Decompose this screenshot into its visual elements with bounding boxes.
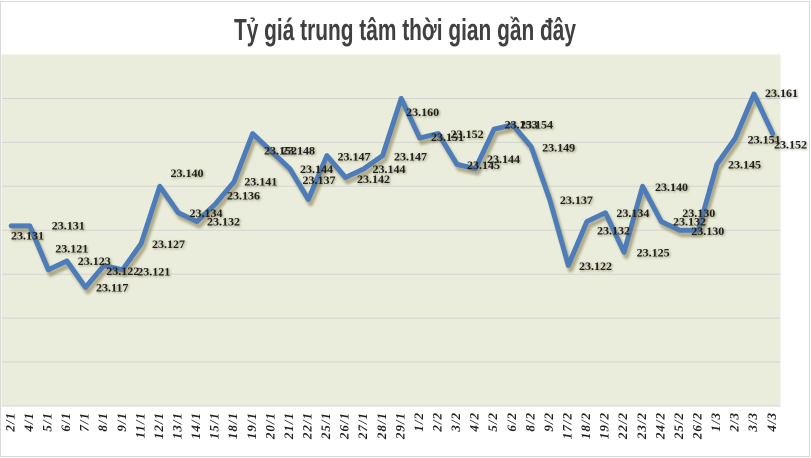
svg-text:4/2: 4/2 xyxy=(467,412,482,433)
svg-text:23.152: 23.152 xyxy=(451,127,484,141)
svg-text:3/3: 3/3 xyxy=(745,412,760,433)
svg-text:28/1: 28/1 xyxy=(374,412,389,440)
svg-text:12/1: 12/1 xyxy=(151,412,166,439)
svg-text:23.132: 23.132 xyxy=(597,224,630,238)
svg-text:23.131: 23.131 xyxy=(11,229,44,243)
svg-text:8/1: 8/1 xyxy=(95,412,110,432)
svg-text:26/2: 26/2 xyxy=(690,412,705,440)
svg-text:25/2: 25/2 xyxy=(671,412,686,440)
svg-text:7/1: 7/1 xyxy=(77,412,92,432)
svg-text:20/1: 20/1 xyxy=(262,412,277,440)
svg-text:5/1: 5/1 xyxy=(40,412,55,432)
svg-text:18/2: 18/2 xyxy=(578,412,593,439)
svg-text:25/1: 25/1 xyxy=(318,412,333,440)
svg-text:23.144: 23.144 xyxy=(373,162,406,176)
svg-text:23.151: 23.151 xyxy=(431,130,464,144)
svg-text:2/3: 2/3 xyxy=(727,412,742,433)
svg-text:23.160: 23.160 xyxy=(406,105,439,119)
svg-text:23.122: 23.122 xyxy=(106,264,139,278)
svg-text:24/2: 24/2 xyxy=(652,412,667,440)
svg-text:9/2: 9/2 xyxy=(541,412,556,432)
svg-text:11/1: 11/1 xyxy=(132,412,147,438)
svg-text:19/2: 19/2 xyxy=(597,412,612,439)
svg-text:18/1: 18/1 xyxy=(225,412,240,439)
svg-text:Tỷ giá trung tâm thời gian gần: Tỷ giá trung tâm thời gian gần đây xyxy=(234,12,577,47)
svg-text:17/2: 17/2 xyxy=(560,412,575,439)
svg-text:23.131: 23.131 xyxy=(52,218,85,232)
svg-text:22/1: 22/1 xyxy=(300,412,315,440)
svg-text:1/2: 1/2 xyxy=(411,412,426,432)
svg-text:23.125: 23.125 xyxy=(637,246,670,260)
svg-text:19/1: 19/1 xyxy=(244,412,259,439)
svg-text:23.144: 23.144 xyxy=(487,152,520,166)
svg-text:23.153: 23.153 xyxy=(505,118,538,132)
svg-text:23.152: 23.152 xyxy=(774,137,807,151)
svg-text:23.121: 23.121 xyxy=(55,242,88,256)
svg-text:3/2: 3/2 xyxy=(448,412,463,433)
svg-text:14/1: 14/1 xyxy=(188,412,203,439)
svg-text:23/2: 23/2 xyxy=(634,412,649,440)
svg-text:4/1: 4/1 xyxy=(21,412,36,433)
svg-text:23.154: 23.154 xyxy=(520,118,553,132)
svg-text:27/1: 27/1 xyxy=(355,412,370,440)
svg-text:8/2: 8/2 xyxy=(522,412,537,432)
svg-text:23.140: 23.140 xyxy=(171,166,204,180)
svg-text:23.148: 23.148 xyxy=(282,144,315,158)
svg-text:6/2: 6/2 xyxy=(504,412,519,432)
svg-text:4/3: 4/3 xyxy=(764,412,779,433)
svg-text:23.130: 23.130 xyxy=(682,206,715,220)
svg-text:23.117: 23.117 xyxy=(96,280,128,294)
svg-text:2/2: 2/2 xyxy=(430,412,445,433)
svg-text:15/1: 15/1 xyxy=(207,412,222,439)
svg-text:23.147: 23.147 xyxy=(338,149,371,163)
svg-text:23.142: 23.142 xyxy=(357,172,390,186)
svg-text:23.137: 23.137 xyxy=(303,173,336,187)
svg-text:23.130: 23.130 xyxy=(691,224,724,238)
svg-text:23.151: 23.151 xyxy=(748,133,781,147)
svg-text:21/1: 21/1 xyxy=(281,412,296,440)
svg-text:23.147: 23.147 xyxy=(394,149,427,163)
svg-text:1/3: 1/3 xyxy=(708,412,723,432)
svg-text:13/1: 13/1 xyxy=(170,412,185,439)
svg-text:2/1: 2/1 xyxy=(2,412,17,433)
svg-text:23.132: 23.132 xyxy=(673,214,706,228)
svg-text:26/1: 26/1 xyxy=(337,412,352,440)
svg-text:23.132: 23.132 xyxy=(207,215,240,229)
svg-text:29/1: 29/1 xyxy=(392,412,407,440)
svg-text:23.152: 23.152 xyxy=(264,144,297,158)
svg-text:23.122: 23.122 xyxy=(579,259,612,273)
svg-text:23.123: 23.123 xyxy=(78,254,111,268)
svg-text:23.134: 23.134 xyxy=(190,206,223,220)
svg-text:23.145: 23.145 xyxy=(467,158,500,172)
svg-text:23.134: 23.134 xyxy=(616,206,649,220)
svg-text:23.140: 23.140 xyxy=(655,180,688,194)
svg-text:9/1: 9/1 xyxy=(114,412,129,432)
svg-text:6/1: 6/1 xyxy=(58,412,73,432)
svg-text:23.145: 23.145 xyxy=(728,157,761,171)
svg-text:23.127: 23.127 xyxy=(152,237,185,251)
svg-text:23.121: 23.121 xyxy=(137,264,170,278)
svg-text:5/2: 5/2 xyxy=(485,412,500,432)
svg-text:23.161: 23.161 xyxy=(765,86,798,100)
svg-text:22/2: 22/2 xyxy=(615,412,630,440)
svg-text:23.144: 23.144 xyxy=(300,162,333,176)
svg-text:23.137: 23.137 xyxy=(560,193,593,207)
svg-text:23.141: 23.141 xyxy=(244,174,277,188)
svg-text:23.136: 23.136 xyxy=(227,188,260,202)
svg-text:23.149: 23.149 xyxy=(542,141,575,155)
